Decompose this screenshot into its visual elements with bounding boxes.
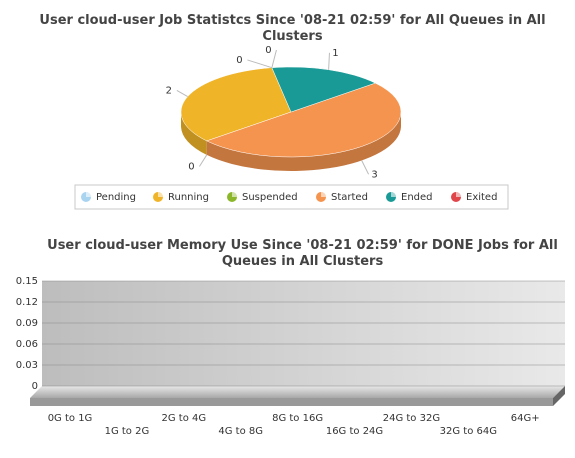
data-label: 0 xyxy=(265,45,271,56)
legend-icon-cut xyxy=(86,192,91,197)
chart-title: User cloud-user Job Statistcs Since '08-… xyxy=(39,13,546,44)
x-tick-label: 16G to 24G xyxy=(326,426,383,437)
leader-line xyxy=(176,90,188,98)
legend-box xyxy=(74,184,509,210)
legend-label: Suspended xyxy=(242,192,298,203)
floor-front xyxy=(30,398,553,406)
data-label: 1 xyxy=(332,48,338,59)
legend-label: Ended xyxy=(401,192,433,203)
slice xyxy=(180,67,292,142)
legend-label: Running xyxy=(168,192,209,203)
x-tick-label: 0G to 1G xyxy=(48,413,93,424)
floor-top xyxy=(30,386,565,398)
floor-side xyxy=(553,386,565,406)
data-label: 0 xyxy=(188,161,194,172)
y-tick-label: 0 xyxy=(32,381,38,392)
x-tick-label: 1G to 2G xyxy=(105,426,150,437)
leader-line xyxy=(328,52,330,70)
legend-icon-cut xyxy=(391,192,396,197)
slice xyxy=(271,66,376,113)
y-tick-label: 0.03 xyxy=(16,360,38,371)
slice xyxy=(206,82,402,158)
legend-icon-cut xyxy=(456,192,461,197)
legend-icon-cut xyxy=(232,192,237,197)
legend-icon-cut xyxy=(321,192,326,197)
leader-line xyxy=(198,154,208,167)
x-tick-label: 4G to 8G xyxy=(218,426,263,437)
x-tick-label: 8G to 16G xyxy=(272,413,323,424)
data-label: 3 xyxy=(371,169,377,180)
y-tick-label: 0.15 xyxy=(16,276,38,287)
y-tick-label: 0.12 xyxy=(16,297,38,308)
x-tick-label: 64G+ xyxy=(511,413,540,424)
leader-line xyxy=(271,49,277,68)
legend-icon-cut xyxy=(158,192,163,197)
data-label: 0 xyxy=(236,55,242,66)
leader-line xyxy=(247,59,273,69)
y-tick-label: 0.06 xyxy=(16,339,38,350)
leader-line xyxy=(361,160,370,175)
plot-area xyxy=(42,281,565,386)
x-tick-label: 2G to 4G xyxy=(161,413,206,424)
data-label: 2 xyxy=(166,85,172,96)
legend-label: Pending xyxy=(96,192,136,203)
slice-side xyxy=(206,112,401,171)
legend-label: Started xyxy=(331,192,368,203)
chart-title: User cloud-user Memory Use Since '08-21 … xyxy=(47,238,558,269)
x-tick-label: 32G to 64G xyxy=(440,426,497,437)
legend-label: Exited xyxy=(466,192,497,203)
y-tick-label: 0.09 xyxy=(16,318,38,329)
x-tick-label: 24G to 32G xyxy=(383,413,440,424)
